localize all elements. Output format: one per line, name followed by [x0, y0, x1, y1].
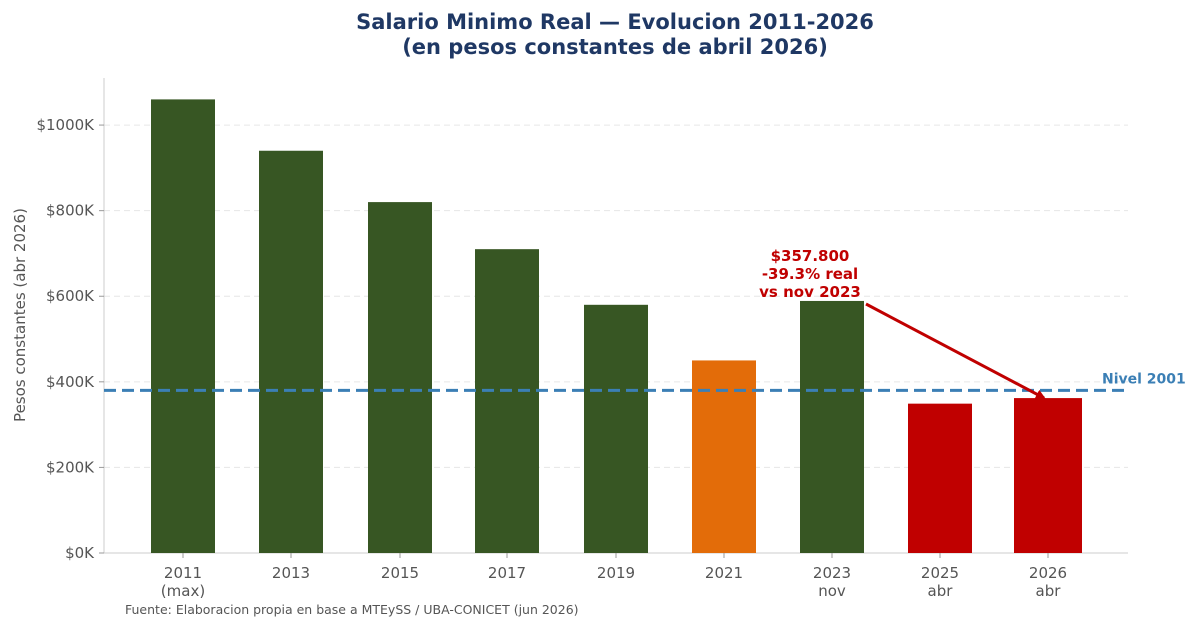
y-tick-label: $600K — [46, 287, 95, 305]
y-axis-label: Pesos constantes (abr 2026) — [11, 208, 29, 422]
annotation-group: $357.800 -39.3% real vs nov 2023 — [759, 247, 1046, 400]
bars — [151, 99, 1082, 553]
bar — [259, 150, 323, 553]
x-tick-label: 2021 — [705, 564, 743, 582]
y-tick-label: $0K — [65, 544, 95, 562]
bar — [800, 300, 864, 553]
x-tick-label: 2011 (max) — [161, 564, 205, 600]
x-tick-label: 2026 abr — [1029, 564, 1067, 600]
x-tick-label: 2017 — [488, 564, 526, 582]
bar — [692, 360, 756, 553]
y-tick-labels: $0K $200K $400K $600K $800K $1000K — [36, 116, 104, 562]
y-tick-label: $1000K — [36, 116, 95, 134]
bar — [475, 249, 539, 553]
bar — [584, 304, 648, 553]
reference-line-label: Nivel 2001 — [1102, 371, 1186, 387]
x-tick-label: 2013 — [272, 564, 310, 582]
x-tick-labels: 2011 (max) 2013 2015 2017 2019 2021 2023 nov 2025… — [161, 553, 1067, 600]
bar — [151, 99, 215, 553]
source-note: Fuente: Elaboracion propia en base a MTE… — [125, 602, 579, 617]
bar — [1014, 398, 1082, 553]
annotation-arrow — [865, 302, 1046, 400]
chart-subtitle: (en pesos constantes de abril 2026) — [402, 35, 828, 59]
reference-line-group: Nivel 2001 — [104, 371, 1186, 392]
y-tick-label: $800K — [46, 202, 95, 220]
bar — [368, 202, 432, 553]
x-tick-label: 2025 abr — [921, 564, 959, 600]
chart-title: Salario Minimo Real — Evolucion 2011-202… — [356, 10, 874, 34]
x-tick-label: 2023 nov — [813, 564, 851, 600]
y-tick-label: $400K — [46, 373, 95, 391]
annotation-text: $357.800 -39.3% real vs nov 2023 — [759, 247, 861, 301]
bar — [908, 403, 972, 553]
x-tick-label: 2019 — [597, 564, 635, 582]
y-tick-label: $200K — [46, 458, 95, 476]
x-tick-label: 2015 — [381, 564, 419, 582]
